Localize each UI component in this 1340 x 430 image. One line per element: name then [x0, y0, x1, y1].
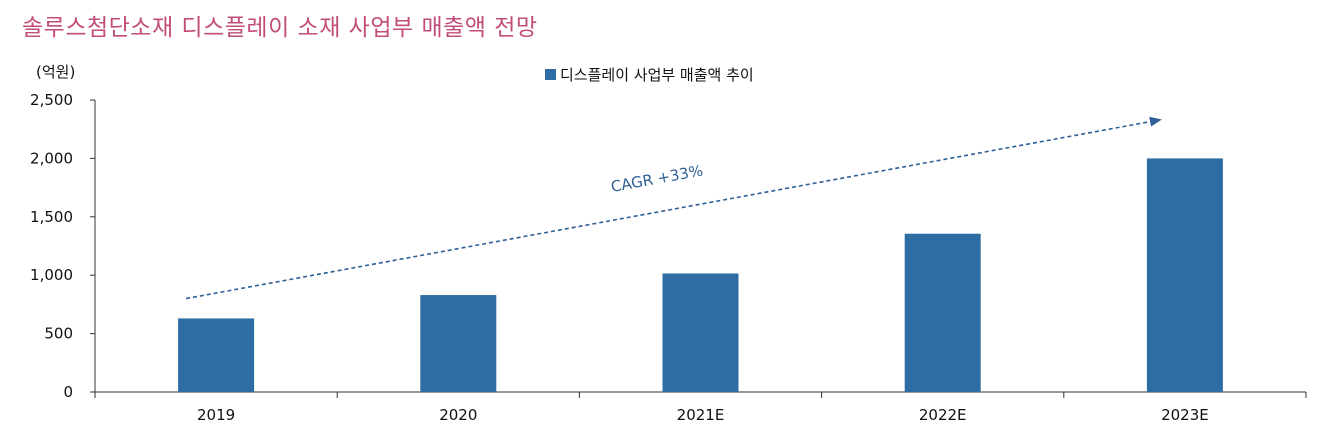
x-tick-label: 2021E — [677, 406, 725, 424]
y-tick-label: 2,000 — [30, 149, 73, 167]
x-axis: 2019 2020 2021E 2022E 2023E — [94, 391, 1307, 424]
bar — [1146, 158, 1223, 392]
y-tick-label: 500 — [44, 325, 73, 343]
y-tick-label: 0 — [63, 383, 73, 401]
bar — [662, 273, 739, 392]
bar — [904, 233, 981, 392]
bar-series — [178, 158, 1223, 392]
legend: 디스플레이 사업부 매출액 추이 — [545, 66, 754, 84]
cagr-label: CAGR +33% — [609, 161, 704, 196]
legend-swatch — [545, 69, 556, 80]
bar — [178, 318, 255, 392]
x-tick-label: 2019 — [197, 406, 235, 424]
cagr-arrow — [185, 116, 1162, 300]
x-tick-label: 2020 — [439, 406, 477, 424]
y-axis: 0 500 1,000 1,500 2,000 2,500 — [30, 91, 96, 401]
x-tick-label: 2023E — [1161, 406, 1209, 424]
y-tick-label: 1,500 — [30, 208, 73, 226]
y-tick-label: 1,000 — [30, 266, 73, 284]
cagr-annotation: CAGR +33% — [185, 116, 1162, 300]
y-axis-unit-label: (억원) — [36, 63, 75, 81]
y-tick-label: 2,500 — [30, 91, 73, 109]
x-tick-label: 2022E — [919, 406, 967, 424]
bar — [420, 295, 497, 392]
page-title: 솔루스첨단소재 디스플레이 소재 사업부 매출액 전망 — [22, 15, 538, 41]
legend-label: 디스플레이 사업부 매출액 추이 — [560, 66, 754, 84]
